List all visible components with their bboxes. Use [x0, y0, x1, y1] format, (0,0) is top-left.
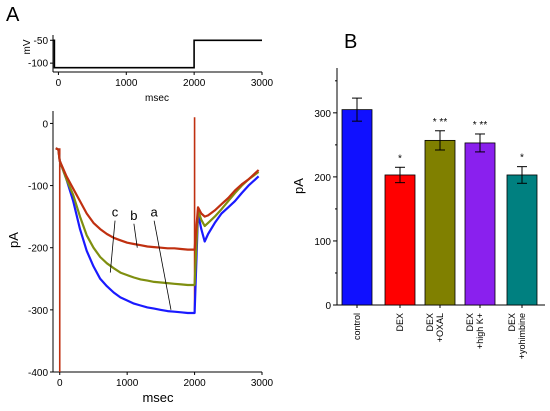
- significance-mark: *: [398, 153, 402, 164]
- protocol-x-tick-label: 2000: [183, 78, 206, 89]
- category-label-line: DEX: [507, 313, 517, 332]
- current-x-tick-label: 1000: [116, 378, 139, 389]
- category-label-line: +high K+: [475, 313, 485, 349]
- protocol-x-label: msec: [145, 93, 169, 104]
- panel-letter-a: A: [6, 4, 20, 26]
- category-label: DEX: [395, 313, 405, 332]
- category-label-line: control: [352, 313, 362, 340]
- trace-b: [55, 147, 260, 251]
- significance-mark: *: [520, 153, 524, 164]
- bar-3: [464, 142, 496, 306]
- current-y-tick-label: -200: [28, 244, 48, 255]
- bar-y-label: pA: [291, 178, 306, 194]
- significance-mark: * **: [473, 120, 488, 131]
- category-label: DEX +OXAL: [425, 313, 445, 342]
- trace-arrow-b: [133, 223, 138, 248]
- category-label-line: +OXAL: [435, 313, 445, 342]
- category-label: DEX +yohimbine: [507, 313, 527, 359]
- trace-a: [55, 147, 260, 315]
- protocol-y-tick-label: -50: [34, 36, 49, 47]
- significance-mark: * **: [433, 117, 448, 128]
- bar-4: [506, 174, 538, 306]
- trace-label-a: a: [151, 205, 159, 220]
- current-y-tick-label: -100: [28, 182, 48, 193]
- protocol-x-tick-label: 0: [56, 78, 62, 89]
- protocol-series-line: [53, 39, 262, 69]
- trace-arrow-a: [153, 220, 172, 310]
- protocol-x-tick-label: 1000: [115, 78, 138, 89]
- current-x-label: msec: [142, 390, 174, 405]
- category-label-line: +yohimbine: [517, 313, 527, 359]
- category-label-line: DEX: [425, 313, 435, 332]
- panel-letter-b: B: [344, 31, 357, 53]
- trace-label-c: c: [112, 205, 119, 220]
- bar-2: [424, 139, 456, 306]
- bar-y-tick-label: 0: [325, 301, 331, 312]
- bar-y-tick-label: 300: [314, 109, 331, 120]
- current-y-tick-label: -300: [28, 306, 48, 317]
- category-label-line: DEX: [395, 313, 405, 332]
- bar-0: [341, 109, 373, 306]
- category-label: control: [352, 313, 362, 340]
- bar-y-tick-label: 200: [314, 173, 331, 184]
- protocol-y-label: mV: [22, 39, 33, 54]
- current-y-tick-label: 0: [42, 119, 48, 130]
- current-y-tick-label: -400: [28, 368, 48, 379]
- current-x-tick-label: 2000: [183, 378, 206, 389]
- protocol-plot: mV -50 -100 0 1000 2000 3000 msec: [22, 35, 274, 104]
- trace-arrow-c: [109, 220, 116, 273]
- bar-1: [384, 174, 416, 306]
- trace-c: [55, 147, 260, 287]
- protocol-y-tick-label: -100: [28, 59, 48, 70]
- category-label-line: DEX: [465, 313, 475, 332]
- current-x-tick-label: 0: [57, 378, 63, 389]
- current-y-label: pA: [6, 232, 21, 248]
- trace-label-b: b: [130, 208, 137, 223]
- current-plot: 0 -100 -200 -300 -400 0 1000 2000 3000 abc pA m…: [6, 111, 274, 405]
- category-label: DEX +high K+: [465, 313, 485, 349]
- bar-y-tick-label: 100: [314, 237, 331, 248]
- protocol-x-tick-label: 3000: [251, 78, 274, 89]
- current-x-tick-label: 3000: [251, 378, 274, 389]
